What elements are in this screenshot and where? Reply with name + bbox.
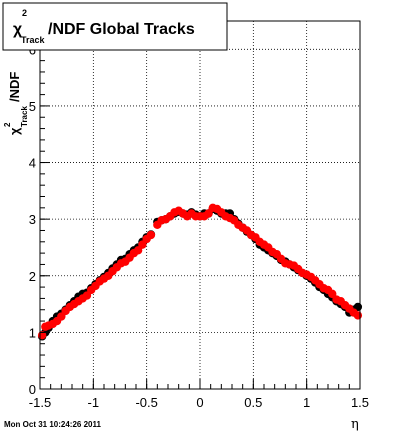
y-axis-label: χ 2 Track /NDF [3, 72, 29, 135]
grid [40, 21, 360, 389]
y-tick-label: 3 [29, 212, 36, 227]
ylabel-chi: χ [7, 127, 22, 135]
title-subscript: Track [21, 35, 46, 45]
x-tick-label: -1.5 [29, 395, 51, 410]
chart-title: χ 2 Track /NDF Global Tracks [2, 2, 228, 51]
data-points [37, 203, 363, 341]
data-point [353, 311, 363, 320]
title-superscript: 2 [22, 8, 27, 18]
y-tick-label: 2 [29, 269, 36, 284]
y-tick-label: 5 [29, 99, 36, 114]
x-tick-label: 1.5 [351, 395, 369, 410]
x-tick-labels: -1.5 -1 -0.5 0 0.5 1 1.5 [29, 395, 369, 410]
title-box [2, 2, 228, 51]
x-axis-label: η [351, 417, 359, 432]
ylabel-subscript: Track [20, 106, 29, 127]
y-tick-label: 0 [29, 382, 36, 397]
x-tick-label: -1 [88, 395, 100, 410]
series-1 [37, 203, 363, 340]
y-tick-label: 1 [29, 325, 36, 340]
y-tick-label: 4 [29, 156, 36, 171]
ylabel-text: /NDF [7, 72, 22, 102]
timestamp: Mon Oct 31 10:24:26 2011 [4, 420, 101, 429]
title-chi: χ [13, 21, 23, 38]
x-tick-label: 0 [196, 395, 203, 410]
x-tick-label: 1 [303, 395, 310, 410]
ylabel-superscript: 2 [3, 122, 12, 127]
data-point [146, 230, 156, 240]
title-text: /NDF Global Tracks [48, 21, 195, 38]
x-tick-label: 0.5 [244, 395, 262, 410]
x-tick-label: -0.5 [135, 395, 157, 410]
